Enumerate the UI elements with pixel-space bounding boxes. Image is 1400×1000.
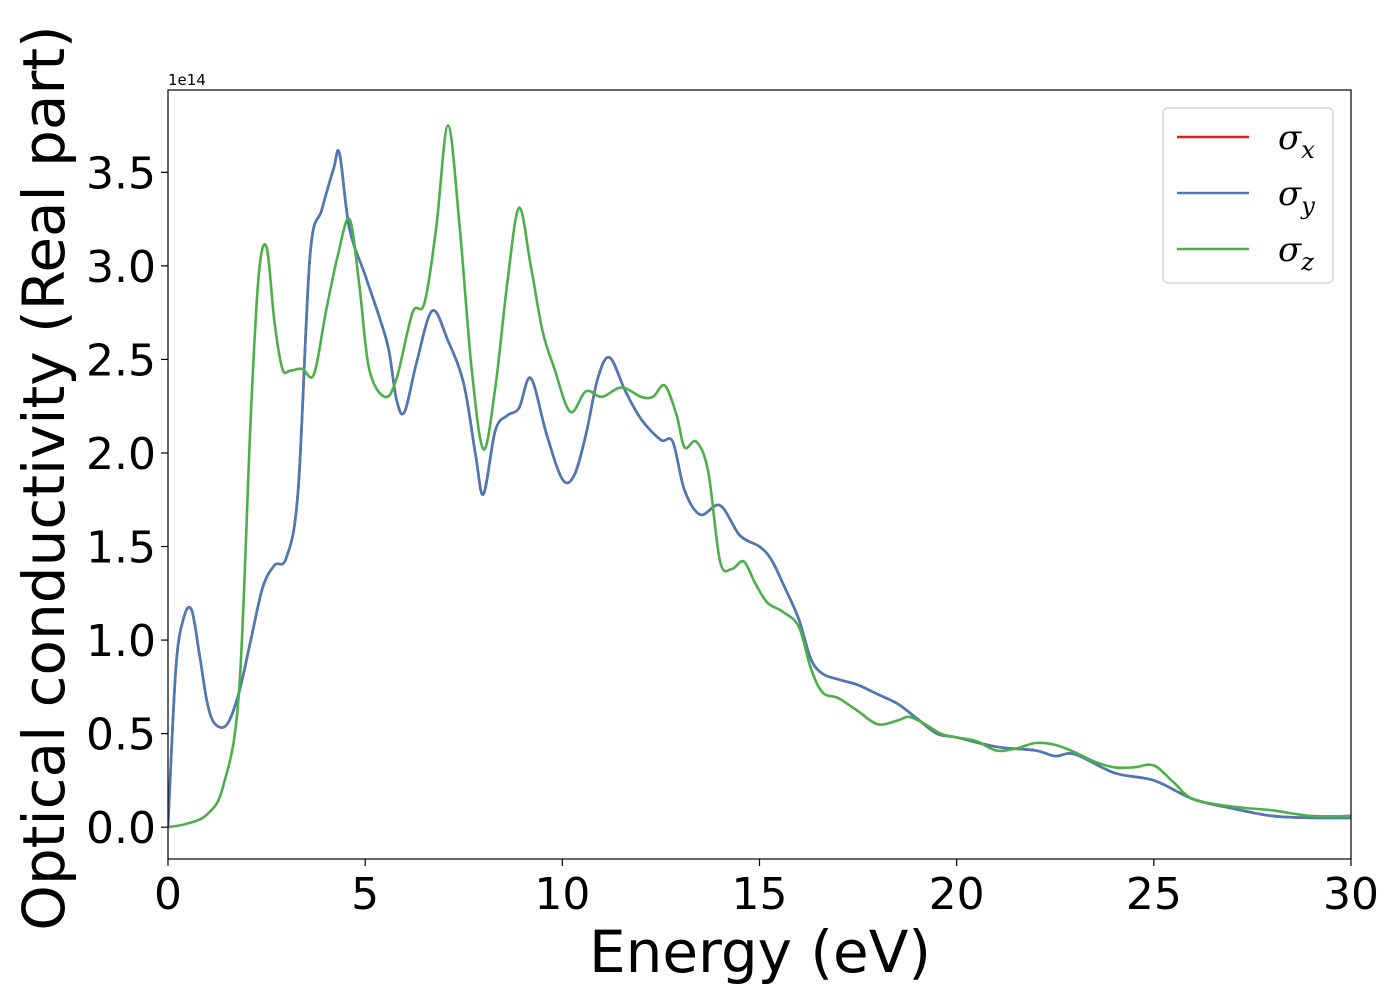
legend-subscript: x	[1301, 136, 1315, 164]
y-tick-label: 0.5	[86, 710, 156, 761]
y-tick-label: 2.5	[86, 335, 156, 386]
y-offset-label: 1e14	[168, 71, 206, 89]
series-layer	[168, 124, 1351, 829]
legend-subscript: z	[1300, 248, 1314, 276]
legend-label-y: σy	[1278, 174, 1315, 220]
y-tick-label: 3.5	[86, 148, 156, 199]
y-tick-label: 0.0	[86, 803, 156, 854]
plot-area	[168, 90, 1351, 859]
y-tick-label: 1.0	[86, 616, 156, 667]
legend-label-x: σx	[1278, 118, 1315, 164]
x-tick-label: 5	[351, 869, 379, 920]
x-axis-title: Energy (eV)	[589, 918, 931, 986]
series-line-z	[168, 124, 1351, 829]
legend-symbol: σ	[1278, 230, 1302, 270]
legend-subscript: y	[1300, 192, 1315, 220]
legend-box	[1162, 107, 1334, 284]
legend-label-z: σz	[1278, 230, 1314, 276]
legend-symbol: σ	[1278, 118, 1302, 158]
y-axis: 0.0 0.5 1.0 1.5 2.0 2.5 3.0 3.5	[86, 148, 168, 854]
x-tick-label: 15	[732, 869, 788, 920]
x-tick-label: 20	[929, 869, 985, 920]
y-tick-label: 1.5	[86, 523, 156, 574]
x-tick-label: 25	[1126, 869, 1182, 920]
legend-symbol: σ	[1278, 174, 1302, 214]
x-tick-label: 10	[534, 869, 590, 920]
x-axis: 0 5 10 15 20 25 30	[154, 859, 1379, 920]
y-tick-label: 2.0	[86, 429, 156, 480]
x-tick-label: 0	[154, 869, 182, 920]
x-tick-label: 30	[1323, 869, 1379, 920]
y-tick-label: 3.0	[86, 242, 156, 293]
y-axis-title: Optical conductivity (Real part)	[10, 25, 78, 930]
series-line-y	[168, 149, 1351, 829]
